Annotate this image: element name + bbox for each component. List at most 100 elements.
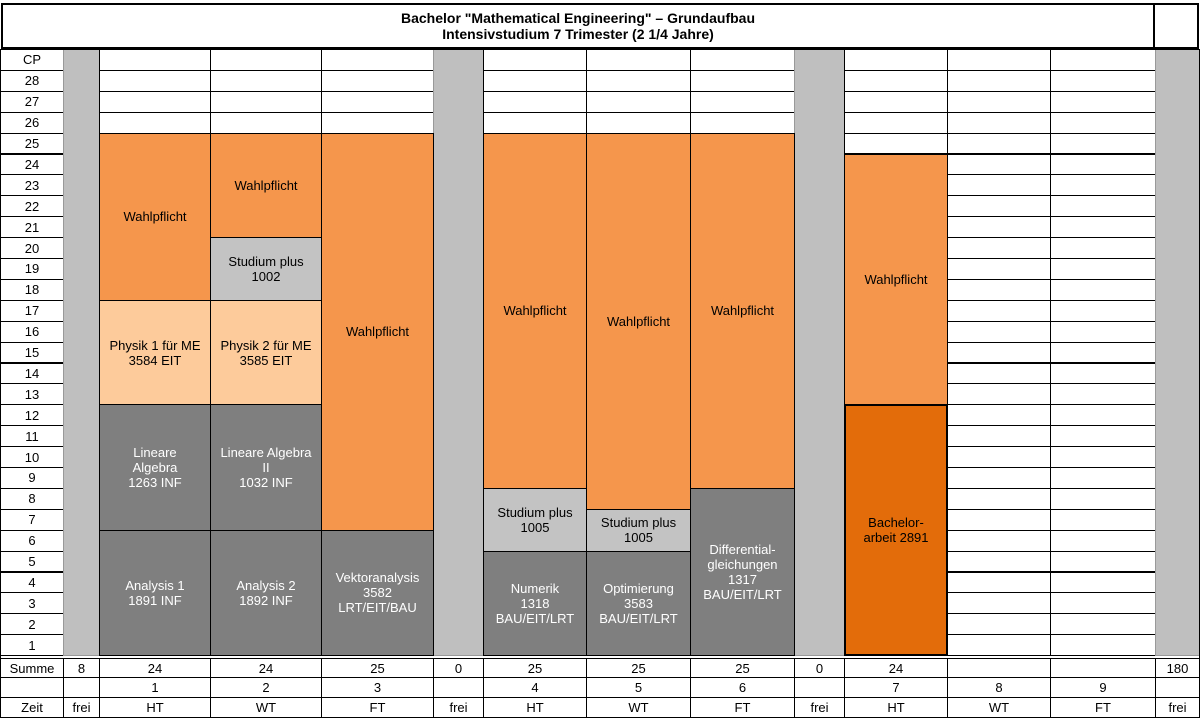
module-block[interactable]: Lineare Algebra II 1032 INF xyxy=(210,404,322,531)
grid-cell xyxy=(947,237,1051,259)
trimester-number xyxy=(1155,677,1200,698)
cp-row-label: 19 xyxy=(0,258,64,280)
grid-cell xyxy=(210,49,322,71)
module-block[interactable]: Bachelor- arbeit 2891 xyxy=(844,404,948,657)
zeit-cell: WT xyxy=(586,697,691,718)
grid-cell xyxy=(210,90,322,113)
module-block[interactable]: Differential- gleichungen 1317 BAU/EIT/L… xyxy=(690,487,795,657)
grid-cell xyxy=(1050,383,1156,406)
summe-cell: 24 xyxy=(99,658,211,678)
summe-cell: 25 xyxy=(321,658,434,678)
module-block[interactable]: Wahlpflicht xyxy=(321,132,434,531)
module-block[interactable]: Studium plus 1005 xyxy=(483,487,587,552)
grid-cell xyxy=(321,90,434,113)
summe-cell: 180 xyxy=(1155,658,1200,678)
plan-title: Bachelor "Mathematical Engineering" – Gr… xyxy=(1,3,1155,49)
module-block[interactable]: Physik 2 für ME 3585 EIT xyxy=(210,299,322,406)
grid-cell xyxy=(210,111,322,134)
free-trimester-bar xyxy=(63,49,100,657)
module-block[interactable]: Wahlpflicht xyxy=(586,132,691,510)
zeit-cell: frei xyxy=(63,697,100,718)
zeit-cell: WT xyxy=(947,697,1051,718)
module-block[interactable]: Wahlpflicht xyxy=(483,132,587,489)
trimester-number: 6 xyxy=(690,677,795,698)
cp-row-label: 24 xyxy=(0,153,64,176)
grid-cell xyxy=(1050,425,1156,448)
summe-cell: 8 xyxy=(63,658,100,678)
module-block[interactable]: Analysis 1 1891 INF xyxy=(99,529,211,657)
grid-cell xyxy=(99,69,211,92)
title-corner-cell xyxy=(1153,3,1199,49)
module-block[interactable]: Studium plus 1002 xyxy=(210,237,322,301)
summe-cell: 0 xyxy=(433,658,484,678)
module-block[interactable]: Wahlpflicht xyxy=(210,132,322,239)
grid-cell xyxy=(1050,613,1156,636)
cp-row-label: 20 xyxy=(0,237,64,259)
grid-cell xyxy=(947,174,1051,197)
grid-cell xyxy=(1050,216,1156,239)
grid-cell xyxy=(1050,278,1156,301)
grid-cell xyxy=(690,90,795,113)
grid-cell xyxy=(1050,592,1156,615)
cp-row-label: 3 xyxy=(0,592,64,615)
module-block[interactable]: Optimierung 3583 BAU/EIT/LRT xyxy=(586,550,691,657)
module-block[interactable]: Studium plus 1005 xyxy=(586,508,691,552)
module-block[interactable]: Wahlpflicht xyxy=(99,132,211,301)
grid-cell xyxy=(844,132,948,155)
grid-cell xyxy=(947,216,1051,239)
module-block[interactable]: Vektoranalysis 3582 LRT/EIT/BAU xyxy=(321,529,434,657)
grid-cell xyxy=(99,90,211,113)
zeit-cell: FT xyxy=(321,697,434,718)
module-block[interactable]: Physik 1 für ME 3584 EIT xyxy=(99,299,211,406)
zeit-cell: frei xyxy=(794,697,845,718)
grid-cell xyxy=(947,90,1051,113)
grid-cell xyxy=(483,69,587,92)
summe-cell: 25 xyxy=(586,658,691,678)
summe-cell xyxy=(947,658,1051,678)
cp-row-label: 9 xyxy=(0,467,64,489)
free-trimester-bar xyxy=(1155,49,1200,657)
grid-cell xyxy=(844,69,948,92)
trimester-number: 7 xyxy=(844,677,948,698)
grid-cell xyxy=(1050,529,1156,552)
grid-cell xyxy=(1050,258,1156,280)
grid-cell xyxy=(844,49,948,71)
trimester-number: 5 xyxy=(586,677,691,698)
trimester-number: 8 xyxy=(947,677,1051,698)
grid-cell xyxy=(947,634,1051,657)
grid-cell xyxy=(1050,153,1156,176)
grid-cell xyxy=(1050,487,1156,510)
module-block[interactable]: Numerik 1318 BAU/EIT/LRT xyxy=(483,550,587,657)
zeit-cell: HT xyxy=(483,697,587,718)
module-block[interactable]: Wahlpflicht xyxy=(844,153,948,406)
cp-row-label: 10 xyxy=(0,446,64,468)
grid-cell xyxy=(1050,237,1156,259)
summe-cell xyxy=(1050,658,1156,678)
trimester-number: 2 xyxy=(210,677,322,698)
grid-cell xyxy=(1050,174,1156,197)
cp-row-label: 22 xyxy=(0,195,64,218)
summe-cell: 25 xyxy=(690,658,795,678)
module-block[interactable]: Analysis 2 1892 INF xyxy=(210,529,322,657)
cp-row-label: 26 xyxy=(0,111,64,134)
cp-row-label: 28 xyxy=(0,69,64,92)
grid-cell xyxy=(844,111,948,134)
grid-cell xyxy=(947,446,1051,468)
cp-row-label: 15 xyxy=(0,341,64,364)
zeit-cell: frei xyxy=(1155,697,1200,718)
module-block[interactable]: Wahlpflicht xyxy=(690,132,795,489)
trimester-number: 1 xyxy=(99,677,211,698)
plan-title-line2: Intensivstudium 7 Trimester (2 1/4 Jahre… xyxy=(442,26,714,42)
trimester-number: 9 xyxy=(1050,677,1156,698)
zeit-cell: HT xyxy=(844,697,948,718)
grid-cell xyxy=(947,487,1051,510)
cp-row-label: 16 xyxy=(0,320,64,343)
grid-cell xyxy=(947,592,1051,615)
grid-cell xyxy=(1050,90,1156,113)
cp-row-label: 12 xyxy=(0,404,64,427)
summe-cell: 25 xyxy=(483,658,587,678)
cp-row-label: 13 xyxy=(0,383,64,406)
grid-cell xyxy=(947,258,1051,280)
module-block[interactable]: Lineare Algebra 1263 INF xyxy=(99,404,211,531)
cp-row-label: 5 xyxy=(0,550,64,573)
